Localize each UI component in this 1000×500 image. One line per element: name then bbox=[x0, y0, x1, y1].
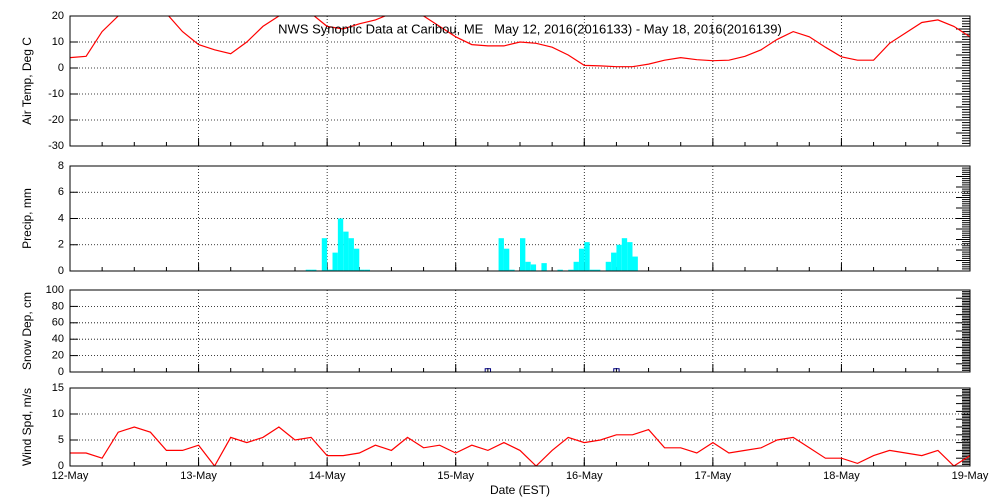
bar bbox=[353, 248, 360, 271]
y-tick-label: 60 bbox=[52, 317, 64, 329]
x-axis-label: Date (EST) bbox=[490, 483, 550, 497]
bar bbox=[632, 256, 638, 271]
y-axis-label: Precip, mm bbox=[20, 188, 34, 249]
y-axis-label: Air Temp, Deg C bbox=[20, 37, 34, 125]
bar bbox=[584, 242, 590, 271]
y-tick-label: 8 bbox=[58, 160, 64, 172]
x-tick-label: 16-May bbox=[566, 470, 603, 482]
x-tick-label: 18-May bbox=[823, 470, 860, 482]
y-axis-label: Snow Dep, cm bbox=[20, 292, 34, 370]
y-tick-label: 20 bbox=[52, 10, 64, 22]
bar bbox=[616, 244, 622, 271]
bar bbox=[305, 269, 312, 271]
bar bbox=[498, 238, 504, 271]
bar bbox=[541, 263, 547, 271]
bar bbox=[621, 238, 628, 271]
data-line bbox=[70, 16, 970, 68]
y-tick-label: 0 bbox=[58, 366, 64, 378]
plot-frame bbox=[69, 387, 971, 467]
y-tick-label: 0 bbox=[58, 265, 64, 277]
bar bbox=[321, 238, 328, 271]
y-tick-label: 15 bbox=[52, 382, 64, 394]
bar bbox=[327, 269, 333, 271]
x-tick-label: 12-May bbox=[52, 470, 89, 482]
y-tick-label: 0 bbox=[58, 62, 64, 74]
bar bbox=[557, 269, 563, 271]
y-tick-label: -30 bbox=[48, 140, 64, 152]
y-tick-label: 40 bbox=[52, 333, 64, 345]
y-tick-label: 0 bbox=[58, 460, 64, 472]
x-tick-label: 17-May bbox=[695, 470, 732, 482]
bar bbox=[343, 231, 349, 271]
y-tick-label: 6 bbox=[58, 186, 64, 198]
bar bbox=[311, 269, 317, 271]
y-tick-label: -20 bbox=[48, 114, 64, 126]
x-tick-label: 14-May bbox=[309, 470, 346, 482]
bar bbox=[520, 238, 526, 271]
y-axis-label: Wind Spd, m/s bbox=[20, 388, 34, 466]
x-tick-label: 15-May bbox=[437, 470, 474, 482]
bar bbox=[359, 269, 365, 271]
y-tick-label: 10 bbox=[52, 36, 64, 48]
bar bbox=[503, 248, 510, 271]
y-tick-label: 20 bbox=[52, 350, 64, 362]
data-line bbox=[70, 426, 970, 466]
bar bbox=[530, 264, 537, 271]
y-tick-label: 5 bbox=[58, 434, 64, 446]
y-tick-label: 2 bbox=[58, 239, 64, 251]
bar bbox=[364, 269, 370, 271]
bar bbox=[337, 218, 344, 271]
bar bbox=[525, 261, 531, 271]
plot-frame bbox=[69, 165, 971, 272]
y-tick-label: 80 bbox=[52, 300, 64, 312]
bar bbox=[568, 269, 574, 271]
plot-frame bbox=[69, 15, 971, 147]
y-tick-label: 10 bbox=[52, 408, 64, 420]
chart-title: NWS Synoptic Data at Caribou, ME May 12,… bbox=[278, 21, 782, 36]
plot-frame bbox=[69, 289, 971, 373]
x-tick-label: 13-May bbox=[180, 470, 217, 482]
y-tick-label: 100 bbox=[46, 284, 64, 296]
bar bbox=[595, 269, 601, 271]
bar bbox=[348, 238, 354, 271]
bar bbox=[605, 261, 612, 271]
bar bbox=[509, 269, 515, 271]
x-tick-label: 19-May bbox=[952, 470, 989, 482]
bar bbox=[578, 248, 585, 271]
y-tick-label: 4 bbox=[58, 212, 64, 224]
bar bbox=[627, 242, 633, 271]
bar bbox=[332, 252, 338, 271]
bar bbox=[611, 252, 617, 271]
bar bbox=[573, 261, 579, 271]
bar bbox=[589, 269, 595, 271]
y-tick-label: -10 bbox=[48, 88, 64, 100]
